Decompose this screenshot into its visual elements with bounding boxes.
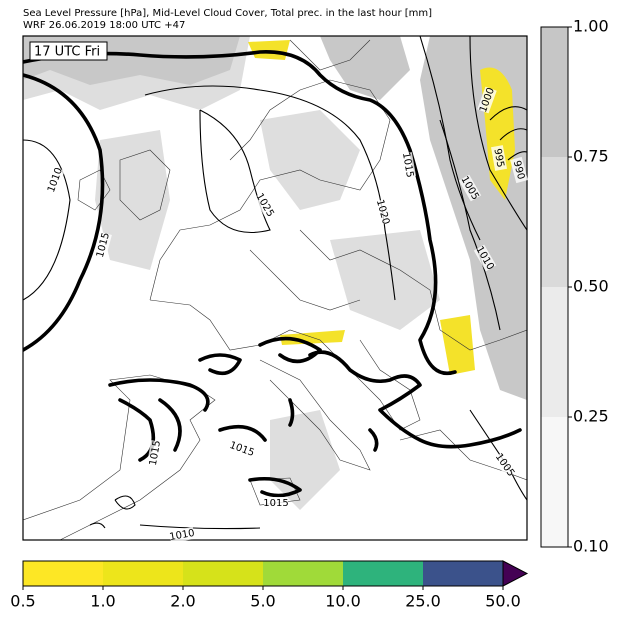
coast (259, 359, 371, 471)
isobar-label: 1015 (400, 152, 415, 179)
colorbar-label: 0.25 (573, 407, 609, 426)
isobar-label-bg (374, 198, 392, 226)
isobar (108, 378, 379, 498)
colorbar-band (423, 561, 503, 586)
isobar (23, 50, 457, 376)
isobar (439, 119, 501, 331)
isobar-label-bg (458, 174, 482, 202)
isobar-label-bg (473, 244, 497, 272)
isobar (469, 36, 527, 231)
colorbar-band (183, 561, 263, 586)
colorbar-label: 10.0 (325, 592, 361, 611)
isobar-label-bg (45, 166, 65, 194)
map-frame (22, 35, 528, 541)
colorbar-label: 1.0 (90, 592, 115, 611)
colorbar-band (541, 27, 568, 157)
isobar-label-bg (477, 86, 497, 114)
cloud-colorbar: 0.10 0.25 0.50 0.75 1.00 (540, 17, 609, 556)
title: Sea Level Pressure [hPa], Mid-Level Clou… (23, 8, 432, 19)
isobar (144, 85, 396, 301)
colorbar-band (343, 561, 423, 586)
isobar-label: 990 (511, 159, 527, 180)
isobar-label-bg (510, 156, 528, 184)
time-label: 17 UTC Fri (34, 45, 100, 60)
isobar (23, 139, 71, 301)
colorbar-extend (502, 560, 529, 587)
colorbar-label: 0.5 (10, 592, 35, 611)
colorbar-label: 0.10 (573, 537, 609, 556)
subtitle: WRF 26.06.2019 18:00 UTC +47 (23, 20, 185, 31)
cloudl (95, 130, 170, 270)
isobar (89, 495, 261, 530)
cloudl (330, 230, 440, 330)
precip-colorbar: 0.5 1.0 2.0 5.0 10.0 25.0 50.0 (10, 560, 529, 611)
coast (299, 229, 527, 351)
map-frame (29, 41, 108, 61)
colorbar-label: 0.75 (573, 147, 609, 166)
rain (248, 40, 290, 60)
isobar (419, 36, 481, 241)
coast (119, 149, 171, 221)
isobar-label-bg (491, 145, 507, 171)
colorbar-band (541, 157, 568, 287)
isobar-label-bg (228, 439, 256, 459)
isobar-label: 1010 (169, 528, 196, 543)
colorbar-label: 25.0 (405, 592, 441, 611)
colorbar-band (103, 561, 183, 586)
colorbar-band (541, 417, 568, 547)
colorbar-band (263, 561, 343, 586)
rain (440, 315, 475, 375)
coast (249, 249, 361, 311)
isobar-label: 995 (491, 148, 505, 169)
isobar-label-bg (400, 152, 416, 178)
isobar-label-bg (253, 191, 277, 219)
colorbar-label: 2.0 (170, 592, 195, 611)
isobar-label: 1015 (148, 440, 163, 467)
cloud (320, 36, 410, 100)
colorbar-label: 50.0 (485, 592, 521, 611)
cloudl (270, 410, 340, 510)
isobar-label-bg (264, 497, 288, 509)
isobar (23, 73, 105, 352)
isobar (199, 109, 271, 234)
isobar-label-bg (147, 440, 163, 466)
isobar (198, 336, 522, 449)
colorbar-band (541, 287, 568, 417)
cloudl (260, 110, 360, 210)
isobar-label: 1015 (263, 498, 288, 509)
colorbar-label: 1.00 (573, 17, 609, 36)
isobar-label-bg (94, 231, 112, 259)
colorbar-label: 0.50 (573, 277, 609, 296)
coast (289, 39, 371, 71)
colorbar-band (23, 561, 103, 586)
isobar-label-bg (169, 527, 195, 543)
isobar-label-bg (493, 451, 517, 479)
isobar (489, 106, 527, 161)
colorbar-label: 5.0 (250, 592, 275, 611)
